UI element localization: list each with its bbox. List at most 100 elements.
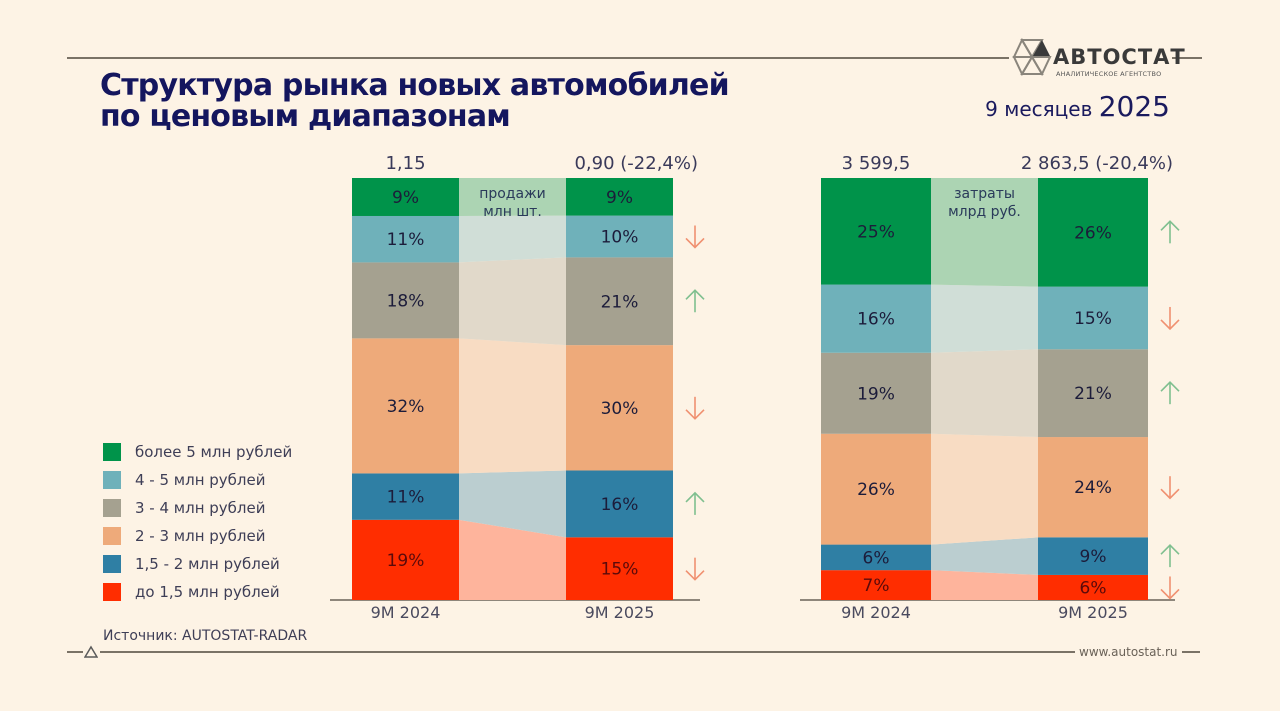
- connector-band: [931, 349, 1038, 438]
- arrow-down-icon: [1160, 306, 1180, 331]
- header-rule-right: [1172, 57, 1202, 59]
- bar-segment: [352, 519, 459, 600]
- legend-label: 1,5 - 2 млн рублей: [135, 555, 280, 573]
- legend-label: 3 - 4 млн рублей: [135, 499, 266, 517]
- arrow-down-icon: [1160, 576, 1180, 600]
- segment-label: 16%: [601, 495, 639, 515]
- arrow-up-icon: [1160, 543, 1180, 568]
- bar-segment: [352, 338, 459, 474]
- bar-segment: [566, 215, 673, 258]
- page-title: Структура рынка новых автомобилей по цен…: [100, 70, 820, 132]
- arrow-up-icon: [1160, 381, 1180, 405]
- segment-label: 24%: [1074, 478, 1112, 498]
- bar-segment: [821, 352, 931, 434]
- legend: более 5 млн рублей 4 - 5 млн рублей 3 - 4 …: [103, 438, 292, 606]
- bar-segment: [1038, 574, 1148, 600]
- segment-label: 6%: [863, 548, 890, 568]
- connector-band: [931, 537, 1038, 575]
- period-year: 2025: [1098, 90, 1170, 123]
- bar-segment: [352, 473, 459, 520]
- connector-band: [931, 178, 1038, 287]
- legend-swatch: [103, 527, 121, 545]
- segment-label: 30%: [601, 399, 639, 419]
- segment-label: 7%: [863, 576, 890, 596]
- legend-swatch: [103, 499, 121, 517]
- chart-spending: 7% 6% 6% 9% 26% 24% 19% 21% 16% 15% 25% 26% затраты м…: [800, 153, 1180, 622]
- bar-segment: [1038, 537, 1148, 575]
- brand-name: АВТОСТАТ: [1053, 45, 1186, 69]
- segment-label: 15%: [601, 560, 639, 580]
- total-label: 2 863,5 (-20,4%): [1021, 153, 1173, 174]
- legend-label: 4 - 5 млн рублей: [135, 471, 266, 489]
- total-label: 3 599,5: [842, 153, 911, 174]
- autostat-hexagon-logo-icon: [1012, 37, 1052, 77]
- legend-item: до 1,5 млн рублей: [103, 578, 292, 606]
- legend-label: 2 - 3 млн рублей: [135, 527, 266, 545]
- arrow-down-icon: [1160, 476, 1180, 500]
- bar-segment: [566, 537, 673, 600]
- x-tick-label: 9M 2024: [371, 603, 441, 622]
- segment-label: 9%: [392, 188, 419, 208]
- header-rule-left: [67, 57, 1009, 59]
- x-tick-label: 9M 2025: [1058, 603, 1128, 622]
- legend-label: до 1,5 млн рублей: [135, 583, 280, 601]
- segment-label: 15%: [1074, 309, 1112, 329]
- legend-item: 4 - 5 млн рублей: [103, 466, 292, 494]
- source-note: Источник: AUTOSTAT-RADAR: [103, 628, 308, 644]
- legend-item: 3 - 4 млн рублей: [103, 494, 292, 522]
- period-label: 9 месяцев 2025: [985, 90, 1170, 123]
- footer-rule: [100, 651, 1200, 653]
- total-label: 1,15: [385, 153, 425, 174]
- legend-item: более 5 млн рублей: [103, 438, 292, 466]
- segment-label: 19%: [857, 384, 895, 404]
- segment-label: 16%: [857, 310, 895, 330]
- total-label: 0,90 (-22,4%): [574, 153, 698, 174]
- connector-band: [931, 570, 1038, 600]
- bar-segment: [566, 345, 673, 471]
- period-prefix: 9 месяцев: [985, 97, 1093, 121]
- chart-title: затраты млрд руб.: [948, 186, 1021, 220]
- segment-label: 21%: [601, 292, 639, 312]
- segment-label: 32%: [387, 397, 425, 417]
- legend-swatch: [103, 583, 121, 601]
- legend-item: 1,5 - 2 млн рублей: [103, 550, 292, 578]
- chart-title: продажи млн шт.: [479, 186, 546, 220]
- website-link[interactable]: www.autostat.ru: [1075, 645, 1182, 659]
- legend-label: более 5 млн рублей: [135, 443, 293, 461]
- segment-label: 18%: [387, 291, 425, 311]
- legend-swatch: [103, 443, 121, 461]
- segment-label: 9%: [606, 188, 633, 208]
- x-tick-label: 9M 2025: [585, 603, 655, 622]
- legend-item: 2 - 3 млн рублей: [103, 522, 292, 550]
- bar-segment: [352, 215, 459, 263]
- segment-label: 10%: [601, 227, 639, 247]
- brand-logo: [1012, 37, 1052, 77]
- title-line-1: Структура рынка новых автомобилей: [100, 68, 730, 103]
- segment-label: 26%: [1074, 223, 1112, 243]
- bar-segment: [566, 257, 673, 346]
- segment-label: 11%: [387, 488, 425, 508]
- bar-segment: [821, 433, 931, 545]
- connector-band: [459, 470, 566, 538]
- connector-band: [931, 433, 1038, 545]
- segment-label: 26%: [857, 480, 895, 500]
- x-tick-label: 9M 2024: [841, 603, 911, 622]
- connector-band: [459, 178, 566, 216]
- arrow-up-icon: [685, 491, 705, 515]
- footer-rule-left: [67, 651, 83, 653]
- bar-segment: [1038, 286, 1148, 350]
- arrow-down-icon: [685, 396, 705, 420]
- bar-segment: [821, 284, 931, 353]
- bar-segment: [821, 178, 931, 285]
- bar-segment: [566, 470, 673, 538]
- arrow-up-icon: [685, 289, 705, 313]
- arrow-down-icon: [685, 225, 705, 249]
- bar-segment: [1038, 178, 1148, 287]
- segment-label: 6%: [1080, 578, 1107, 598]
- brand-tagline: АНАЛИТИЧЕСКОЕ АГЕНТСТВО: [1056, 70, 1162, 78]
- connector-band: [931, 284, 1038, 353]
- bar-segment: [352, 178, 459, 216]
- arrow-up-icon: [1160, 220, 1180, 244]
- bar-segment: [821, 544, 931, 571]
- segment-label: 25%: [857, 222, 895, 242]
